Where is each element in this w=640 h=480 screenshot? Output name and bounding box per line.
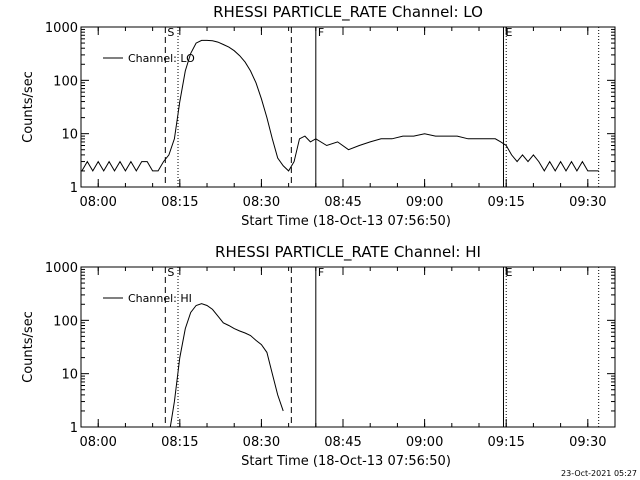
legend: Channel: LO	[103, 52, 195, 65]
x-tick-label: 09:30	[569, 195, 606, 210]
plot-frame	[80, 266, 616, 428]
y-tick-label: 1000	[45, 21, 78, 36]
legend: Channel: HI	[103, 292, 192, 305]
x-tick-label: 08:45	[324, 435, 361, 450]
x-tick-label: 09:00	[406, 195, 443, 210]
y-tick-label: 1000	[45, 261, 78, 276]
y-tick-label: 100	[53, 74, 78, 89]
y-tick-label: 10	[61, 368, 78, 383]
x-tick-label: 09:15	[487, 195, 524, 210]
event-marker-label: S	[167, 26, 174, 39]
x-tick-label: 08:15	[161, 435, 198, 450]
y-tick-label: 100	[53, 314, 78, 329]
y-axis-label: Counts/sec	[21, 71, 36, 143]
legend-label: Channel: HI	[128, 292, 192, 305]
y-tick-label: 1	[70, 421, 78, 436]
plot-frame	[80, 26, 616, 188]
chart-panel-lo: RHESSI PARTICLE_RATE Channel: LO 08:00 08…	[21, 3, 616, 229]
event-marker-label: F	[318, 26, 324, 39]
timestamp: 23-Oct-2021 05:27	[561, 469, 637, 478]
chart-panel-hi: RHESSI PARTICLE_RATE Channel: HI 08:00 08…	[21, 243, 616, 469]
x-tick-label: 09:15	[487, 435, 524, 450]
x-tick-label: 08:45	[324, 195, 361, 210]
series-layer	[169, 303, 284, 428]
series-layer	[81, 39, 599, 172]
event-marker-label: E	[505, 26, 512, 39]
event-marker-label: S	[167, 266, 174, 279]
event-marker-label: E	[505, 266, 512, 279]
x-tick-label: 09:30	[569, 435, 606, 450]
axes: 08:00 08:15 08:30 08:45 09:00 09:15 09:30 1 10 10…	[45, 21, 616, 210]
x-tick-label: 08:00	[79, 195, 116, 210]
x-tick-label: 08:30	[243, 435, 280, 450]
legend-label: Channel: LO	[128, 52, 195, 65]
x-tick-label: 08:30	[243, 195, 280, 210]
x-tick-label: 08:00	[79, 435, 116, 450]
chart-title: RHESSI PARTICLE_RATE Channel: HI	[215, 243, 481, 262]
series-line	[81, 39, 599, 172]
x-tick-label: 08:15	[161, 195, 198, 210]
x-axis-label: Start Time (18-Oct-13 07:56:50)	[241, 454, 451, 469]
x-tick-label: 09:00	[406, 435, 443, 450]
chart-title: RHESSI PARTICLE_RATE Channel: LO	[213, 3, 483, 22]
event-marker-label: F	[318, 266, 324, 279]
x-axis-label: Start Time (18-Oct-13 07:56:50)	[241, 214, 451, 229]
axes: 08:00 08:15 08:30 08:45 09:00 09:15 09:30 1 10 10…	[45, 261, 616, 450]
series-line	[169, 303, 284, 428]
y-tick-label: 10	[61, 128, 78, 143]
y-tick-label: 1	[70, 181, 78, 196]
y-axis-label: Counts/sec	[21, 311, 36, 383]
